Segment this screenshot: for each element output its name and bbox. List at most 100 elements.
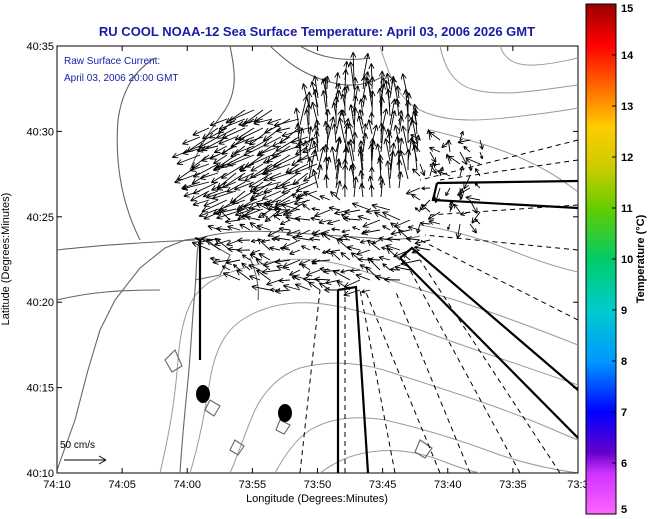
current-vector-arrow [324, 108, 331, 126]
current-vector-arrow [221, 265, 231, 271]
radar-site-marker [196, 385, 210, 403]
current-vector-arrow [386, 132, 393, 153]
current-vector-arrow [230, 145, 246, 158]
x-tick-label: 73:35 [499, 479, 527, 491]
current-vector-arrow [266, 145, 291, 163]
current-vector-arrow [248, 172, 273, 188]
colorbar-tick-label: 11 [621, 203, 633, 215]
current-vector-arrow [294, 163, 318, 174]
coastline-contour [204, 399, 221, 417]
current-vector-arrow [391, 77, 400, 108]
current-vector-arrow [216, 208, 246, 220]
current-vector-arrow [266, 118, 282, 125]
current-vector-arrow [314, 209, 331, 218]
current-vector-arrow [248, 199, 273, 210]
bathymetry-contour [319, 449, 481, 473]
current-vector-arrow [319, 266, 331, 272]
y-tick-label: 40:25 [26, 212, 54, 224]
current-vector-arrow [447, 223, 451, 230]
current-vector-arrow [325, 279, 341, 286]
current-vector-arrow [427, 211, 441, 220]
current-vector-arrow [281, 181, 300, 189]
current-vector-arrow [274, 258, 291, 265]
current-vector-arrow [399, 150, 409, 180]
current-vector-arrow [385, 88, 392, 117]
current-vector-arrow [266, 279, 281, 286]
current-vector-arrow [309, 236, 321, 242]
current-vector-arrow [412, 107, 419, 135]
current-vector-arrow [225, 258, 241, 265]
current-vector-arrow [238, 118, 264, 127]
current-vector-arrow [222, 172, 246, 189]
current-vector-arrow [352, 176, 359, 198]
y-tick-label: 40:30 [26, 126, 54, 138]
current-vector-arrow [332, 270, 351, 281]
current-vector-arrow [357, 109, 364, 126]
current-vector-arrow [323, 174, 330, 189]
current-vector-arrow [448, 200, 454, 213]
current-vector-arrow [301, 263, 311, 271]
current-vector-arrow [400, 73, 409, 99]
current-vector-arrow [181, 181, 210, 191]
current-vector-arrow [330, 250, 341, 261]
current-vector-arrow [261, 163, 291, 176]
current-vector-arrow [398, 137, 405, 162]
radar-coverage-outline [194, 236, 202, 360]
current-vector-arrow [291, 193, 301, 201]
colorbar-tick-label: 15 [621, 3, 633, 15]
current-vector-arrow [274, 288, 291, 295]
current-vector-arrow [238, 127, 264, 141]
current-vector-arrow [319, 195, 331, 201]
radar-beam-line [419, 259, 561, 473]
current-vector-arrow [352, 95, 359, 117]
current-vector-arrow [380, 108, 389, 135]
coastline-contour [414, 439, 433, 459]
current-vector-arrow [369, 166, 375, 180]
current-vector-arrow [342, 69, 349, 90]
current-vector-arrow [323, 286, 341, 294]
current-vector-arrow [400, 259, 421, 266]
current-vector-arrow [340, 109, 347, 126]
current-vector-arrow [248, 264, 261, 271]
current-vector-arrow [331, 123, 338, 144]
current-vector-arrow [307, 126, 314, 144]
current-vector-arrow [318, 282, 331, 291]
current-vector-arrow [278, 277, 291, 284]
current-vector-arrow [286, 229, 301, 236]
current-vector-arrow [234, 209, 251, 217]
current-vector-arrow [357, 214, 371, 221]
colorbar-tick-label: 13 [621, 101, 633, 113]
current-vector-arrow [337, 117, 346, 144]
x-tick-label: 73:3 [567, 479, 588, 491]
current-vector-arrow [351, 132, 358, 153]
current-vector-arrow [468, 163, 473, 172]
colorbar-label: Temperature (°C) [635, 214, 647, 303]
current-vector-arrow [429, 151, 437, 163]
current-vector-arrow [209, 118, 228, 127]
current-vector-arrow [232, 190, 255, 205]
coastline-contour [229, 439, 245, 456]
current-vector-arrow [397, 171, 404, 189]
current-vector-arrow [294, 215, 311, 222]
current-vector-arrow [389, 150, 396, 180]
map-layer [57, 46, 578, 473]
current-vector-arrow [413, 244, 431, 251]
current-vector-arrow [218, 136, 237, 145]
current-vector-arrow [171, 145, 201, 159]
current-vector-arrow [222, 272, 241, 281]
current-vector-arrow [191, 241, 211, 251]
current-vector-arrow [192, 181, 219, 195]
current-vector-arrow [436, 169, 451, 177]
current-vector-arrow [237, 237, 251, 244]
current-vector-arrow [369, 90, 376, 117]
current-vector-arrow [306, 157, 313, 171]
current-vector-arrow [385, 160, 392, 189]
current-vector-arrow [305, 269, 321, 277]
current-vector-arrow [241, 262, 251, 271]
current-vector-arrow [257, 238, 271, 251]
current-vector-arrow [210, 172, 228, 184]
current-vector-arrow [312, 246, 321, 251]
colorbar-tick-label: 12 [621, 152, 633, 164]
current-vector-arrow [410, 134, 421, 141]
current-vector-arrow [416, 223, 421, 234]
